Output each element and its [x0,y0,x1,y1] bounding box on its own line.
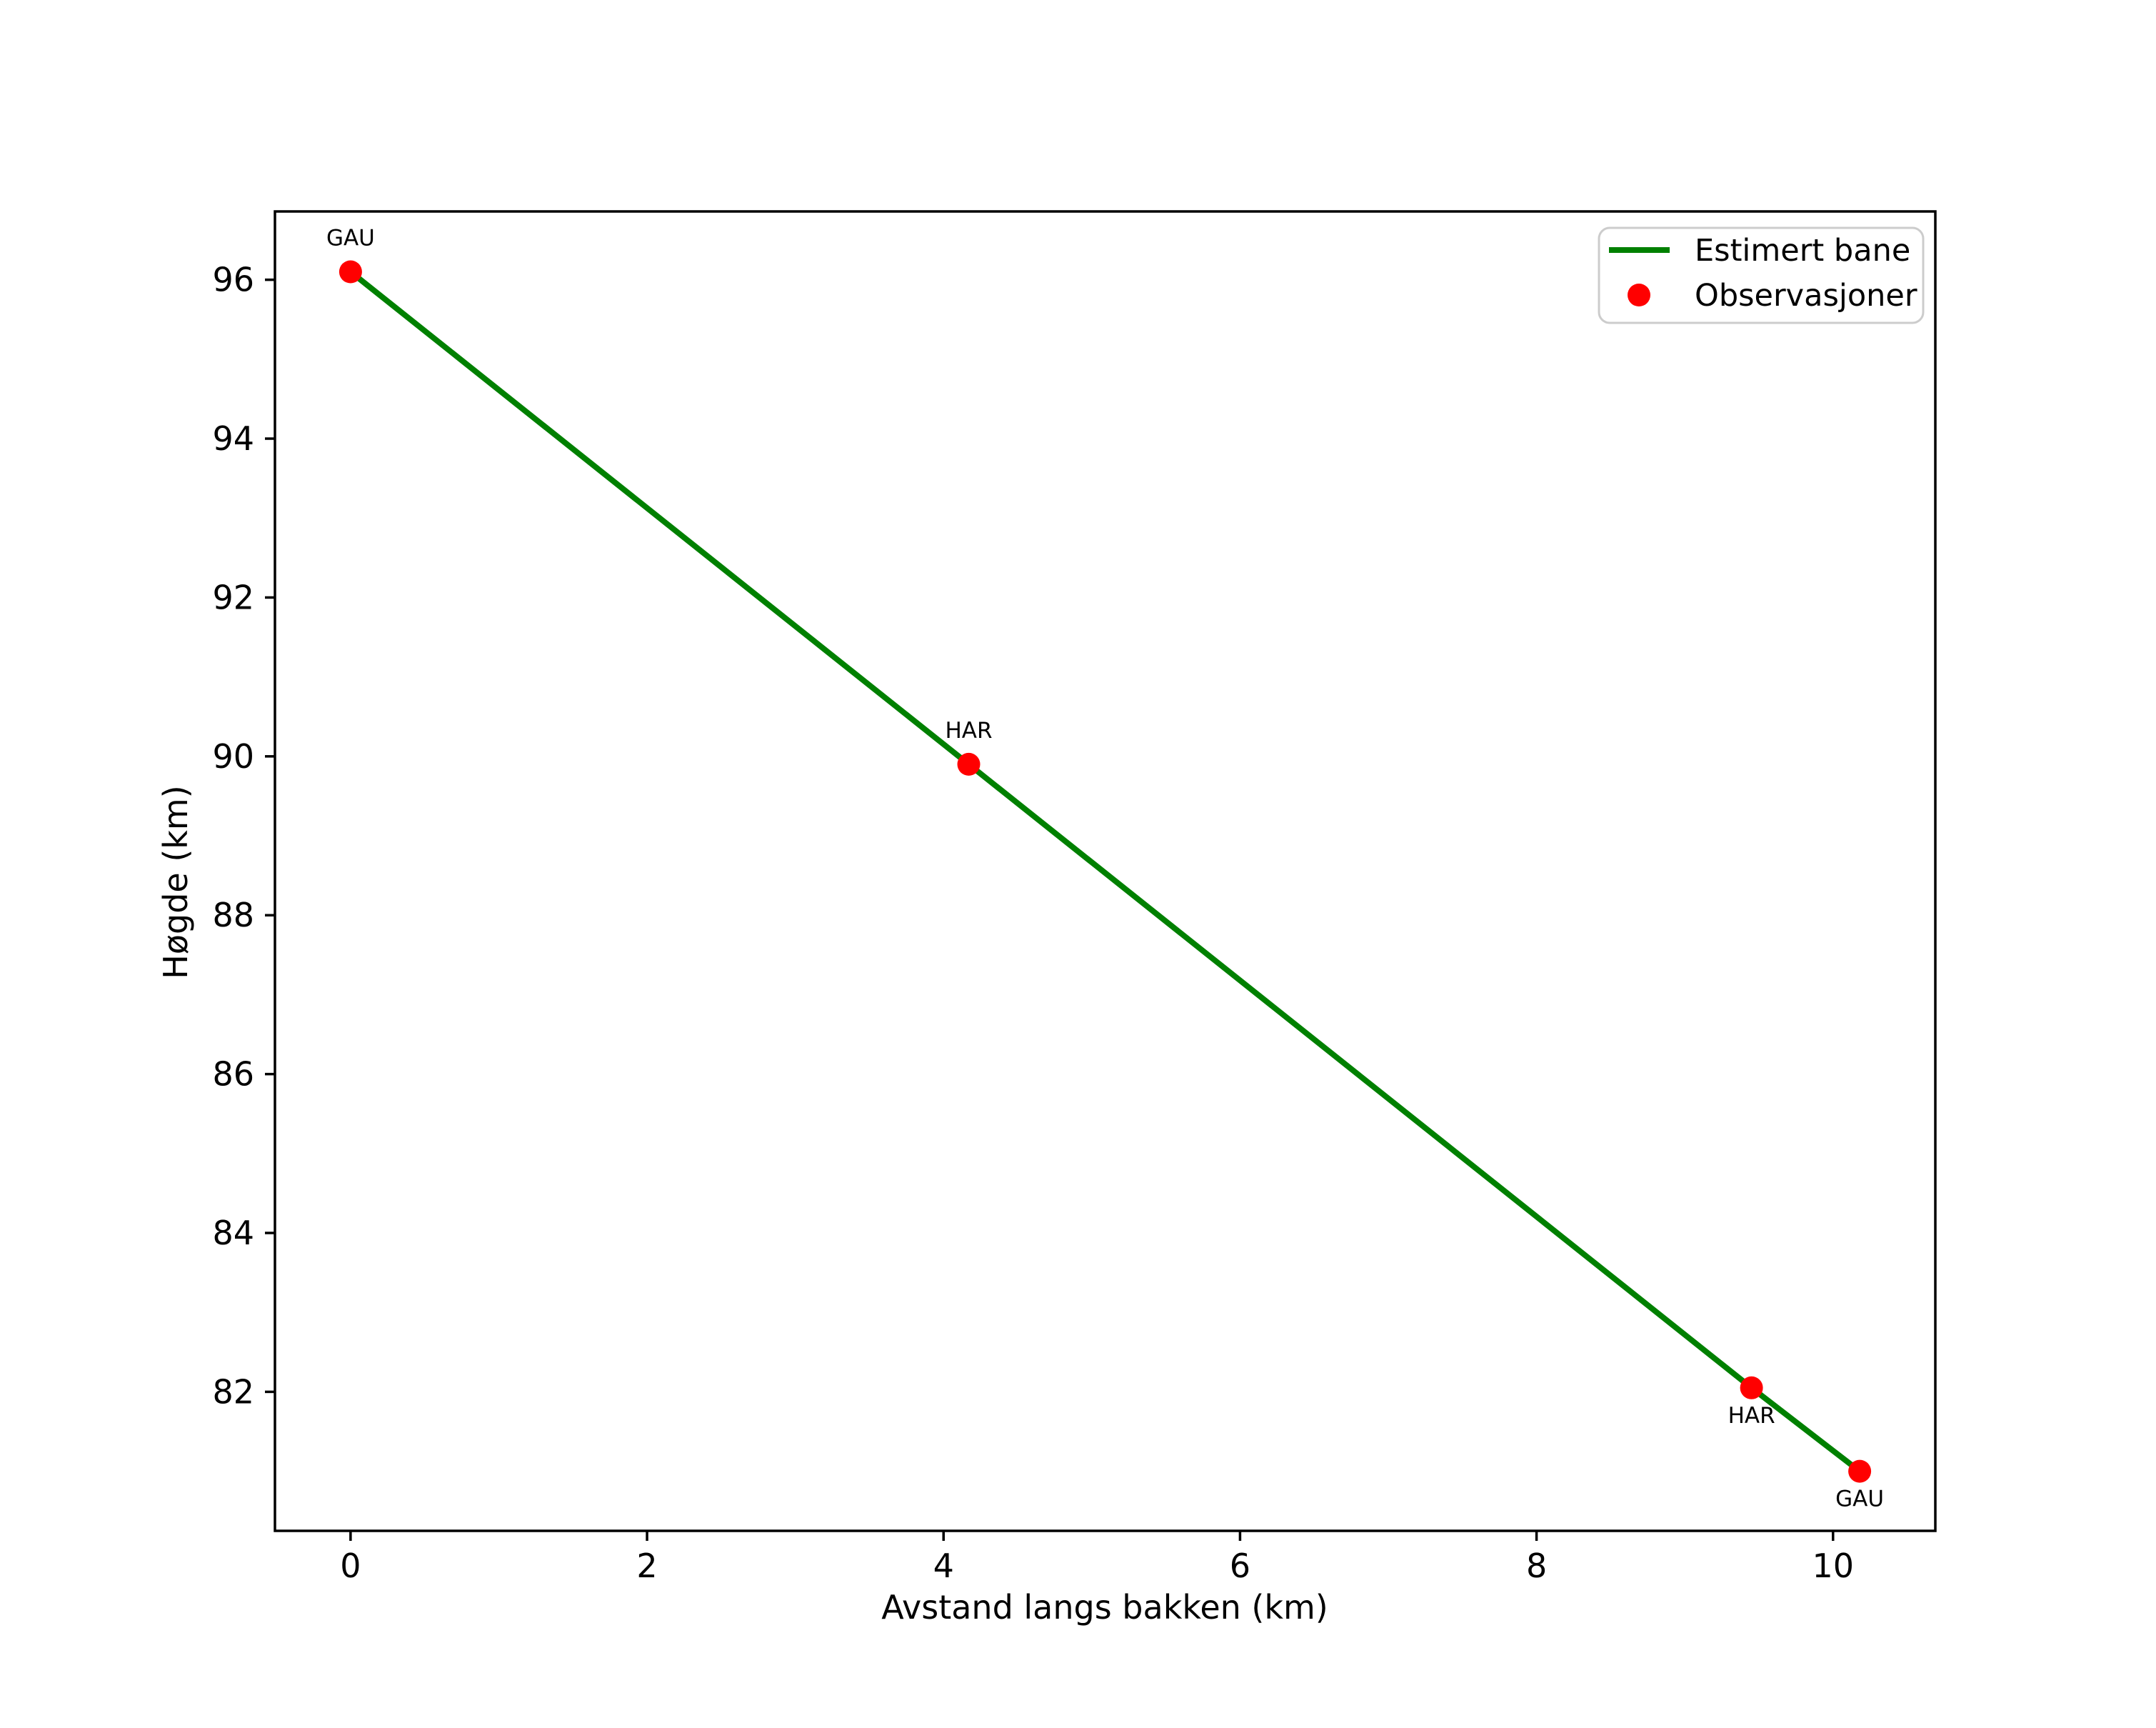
legend-label-observasjoner: Observasjoner [1695,278,1917,314]
y-tick-label: 82 [212,1372,254,1411]
annotations-layer: GAU HAR HAR GAU [326,226,1884,1512]
x-tick-label: 0 [340,1547,361,1585]
observation-point-label: GAU [1835,1487,1884,1512]
x-tick-label: 10 [1812,1547,1854,1585]
y-tick-label: 88 [212,896,254,934]
observation-point [1848,1459,1872,1483]
observation-point-label: HAR [945,718,992,744]
y-tick-label: 92 [212,578,254,616]
y-axis-label: Høgde (km) [156,785,195,979]
legend-label-estimert: Estimert bane [1695,233,1910,269]
x-axis: 0 2 4 6 8 10 [340,1531,1854,1585]
x-axis-label: Avstand langs bakken (km) [881,1588,1328,1627]
y-tick-label: 84 [212,1214,254,1252]
observation-point [339,260,362,284]
observation-point [957,752,981,776]
estimated-trajectory-line [347,269,1863,1474]
legend-marker-sample [1628,284,1650,306]
legend: Estimert bane Observasjoner [1598,226,1925,324]
observation-point [1740,1376,1763,1399]
plot-area [274,210,1937,1532]
observation-point-label: HAR [1728,1403,1775,1429]
x-tick-label: 8 [1526,1547,1547,1585]
y-axis: 82 84 86 88 90 92 94 96 [212,261,275,1411]
x-tick-label: 2 [636,1547,657,1585]
observation-point-label: GAU [326,226,375,251]
y-tick-label: 96 [212,261,254,299]
x-tick-label: 6 [1230,1547,1250,1585]
legend-box [1598,226,1925,324]
y-tick-label: 86 [212,1055,254,1094]
y-tick-label: 90 [212,737,254,776]
series-layer [339,260,1872,1483]
x-tick-label: 4 [933,1547,954,1585]
y-tick-label: 94 [212,419,254,458]
